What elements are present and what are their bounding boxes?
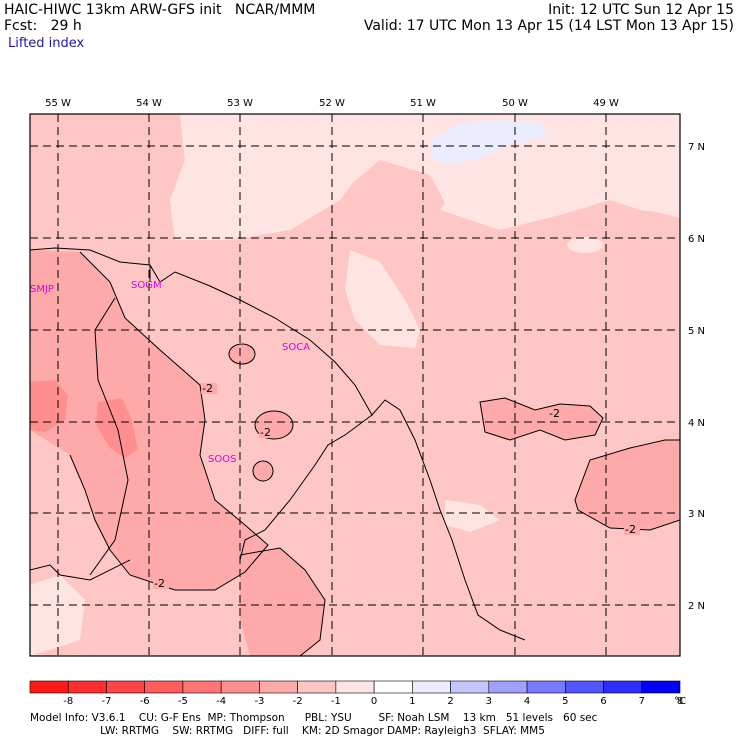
contour-label: -2 <box>154 577 165 590</box>
lon-label: 55 W <box>45 98 71 109</box>
label-bg <box>259 427 275 438</box>
contour-minus2-west <box>69 251 269 591</box>
colorbar-tick-label: 1 <box>409 696 415 707</box>
colorbar-swatch <box>373 680 413 694</box>
lat-label: 7 N <box>688 142 705 153</box>
colorbar-tick-label: 3 <box>486 696 492 707</box>
lon-label: 54 W <box>136 98 162 109</box>
colorbar-tick-label: -4 <box>216 696 226 707</box>
label-bg <box>548 408 564 419</box>
label-bg <box>201 383 217 394</box>
lon-labels: 55 W 54 W 53 W 52 W 51 W 50 W 49 W <box>45 98 619 109</box>
field-name: Lifted index <box>8 36 85 51</box>
init-time: Init: 12 UTC Sun 12 Apr 15 <box>548 2 734 18</box>
coastline <box>30 247 526 641</box>
colorbar: -8 -7 -6 -5 -4 -3 -2 -1 0 1 2 3 4 5 6 7 8°C <box>29 680 686 707</box>
lat-label: 6 N <box>688 234 705 245</box>
colorbar-swatch <box>182 680 222 694</box>
colorbar-swatch <box>450 680 490 694</box>
shade-region-positive <box>432 120 548 165</box>
station-smjp: SMJP <box>30 284 54 295</box>
colorbar-swatch <box>412 680 451 694</box>
shade-region-lighter-center <box>345 250 420 348</box>
contour-label: -2 <box>202 382 213 395</box>
colorbar-tick-label: 0 <box>371 696 377 707</box>
colorbar-swatch <box>641 680 681 694</box>
shade-region-minus2-ne <box>480 398 603 440</box>
shade-region-lighter-north <box>170 114 680 238</box>
colorbar-tick-label: -3 <box>254 696 264 707</box>
lat-label: 2 N <box>688 601 705 612</box>
colorbar-tick-label: 5 <box>562 696 568 707</box>
contour-label: -2 <box>549 407 560 420</box>
contour-spot-3 <box>252 460 274 482</box>
lon-label: 49 W <box>593 98 619 109</box>
header-title: HAIC-HIWC 13km ARW-GFS init NCAR/MMM <box>4 2 316 18</box>
forecast-hour: Fcst: 29 h <box>4 18 82 34</box>
contour-labels: -2 -2 -2 -2 -2 <box>153 382 640 590</box>
footer-physics-info: LW: RRTMG SW: RRTMG DIFF: full KM: 2D Sm… <box>30 725 545 737</box>
station-labels: SMJP SOGM SOCA SOOS <box>30 280 310 465</box>
lon-label: 53 W <box>227 98 253 109</box>
lat-label: 4 N <box>688 418 705 429</box>
colorbar-tick-label: -8 <box>63 696 73 707</box>
colorbar-tick-label: 4 <box>524 696 530 707</box>
colorbar-swatch <box>603 680 643 694</box>
station-sogm: SOGM <box>131 280 162 291</box>
contour-spot-2 <box>254 410 294 440</box>
map-frame <box>29 113 681 657</box>
label-bg <box>153 578 169 589</box>
contour-label: -2 <box>260 426 271 439</box>
colorbar-swatch <box>144 680 184 694</box>
shade-region-lighter-se <box>445 500 500 532</box>
shade-spot <box>567 237 603 253</box>
colorbar-tick-label: -7 <box>101 696 111 707</box>
lon-label: 51 W <box>410 98 436 109</box>
lat-label: 5 N <box>688 326 705 337</box>
colorbar-tick-label: -5 <box>178 696 188 707</box>
colorbar-unit: °C <box>674 696 686 707</box>
contour-spot-1 <box>228 343 256 365</box>
colorbar-swatch <box>526 680 566 694</box>
footer-model-info: Model Info: V3.6.1 CU: G-F Ens MP: Thomp… <box>30 712 598 724</box>
contour-label: -2 <box>625 523 636 536</box>
valid-time: Valid: 17 UTC Mon 13 Apr 15 (14 LST Mon … <box>363 18 734 34</box>
lat-label: 3 N <box>688 509 705 520</box>
shade-region-minus2-east <box>575 440 680 530</box>
colorbar-swatch <box>259 680 298 694</box>
lon-label: 52 W <box>319 98 345 109</box>
colorbar-swatch <box>564 680 604 694</box>
colorbar-swatch <box>106 680 146 694</box>
border-south <box>30 559 131 581</box>
colorbar-swatch <box>29 680 69 694</box>
colorbar-swatch <box>335 680 375 694</box>
colorbar-swatch <box>220 680 260 694</box>
colorbar-tick-label: -2 <box>293 696 303 707</box>
colorbar-tick-label: 2 <box>447 696 453 707</box>
lat-lon-grid <box>30 114 680 656</box>
colorbar-tick-label: 6 <box>600 696 606 707</box>
station-soca: SOCA <box>282 342 310 353</box>
lon-label: 50 W <box>502 98 528 109</box>
contour-minus2-south <box>239 547 326 656</box>
shade-spot-1 <box>229 344 255 364</box>
colorbar-tick-label: -1 <box>331 696 341 707</box>
station-soos: SOOS <box>208 454 236 465</box>
colorbar-swatch <box>297 680 337 694</box>
colorbar-tick-label: 8 <box>677 696 683 707</box>
contour-minus2-ne <box>479 397 604 441</box>
label-bg <box>624 524 640 535</box>
shade-region-minus2-south <box>240 548 325 656</box>
lat-labels: 7 N 6 N 5 N 4 N 3 N 2 N <box>688 142 705 612</box>
border-suriname-guiana <box>239 414 373 561</box>
colorbar-swatch <box>67 680 107 694</box>
colorbar-tick-label: 7 <box>639 696 645 707</box>
shade-spot-3 <box>253 461 273 481</box>
colorbar-swatch <box>488 680 528 694</box>
colorbar-tick-label: -6 <box>140 696 150 707</box>
